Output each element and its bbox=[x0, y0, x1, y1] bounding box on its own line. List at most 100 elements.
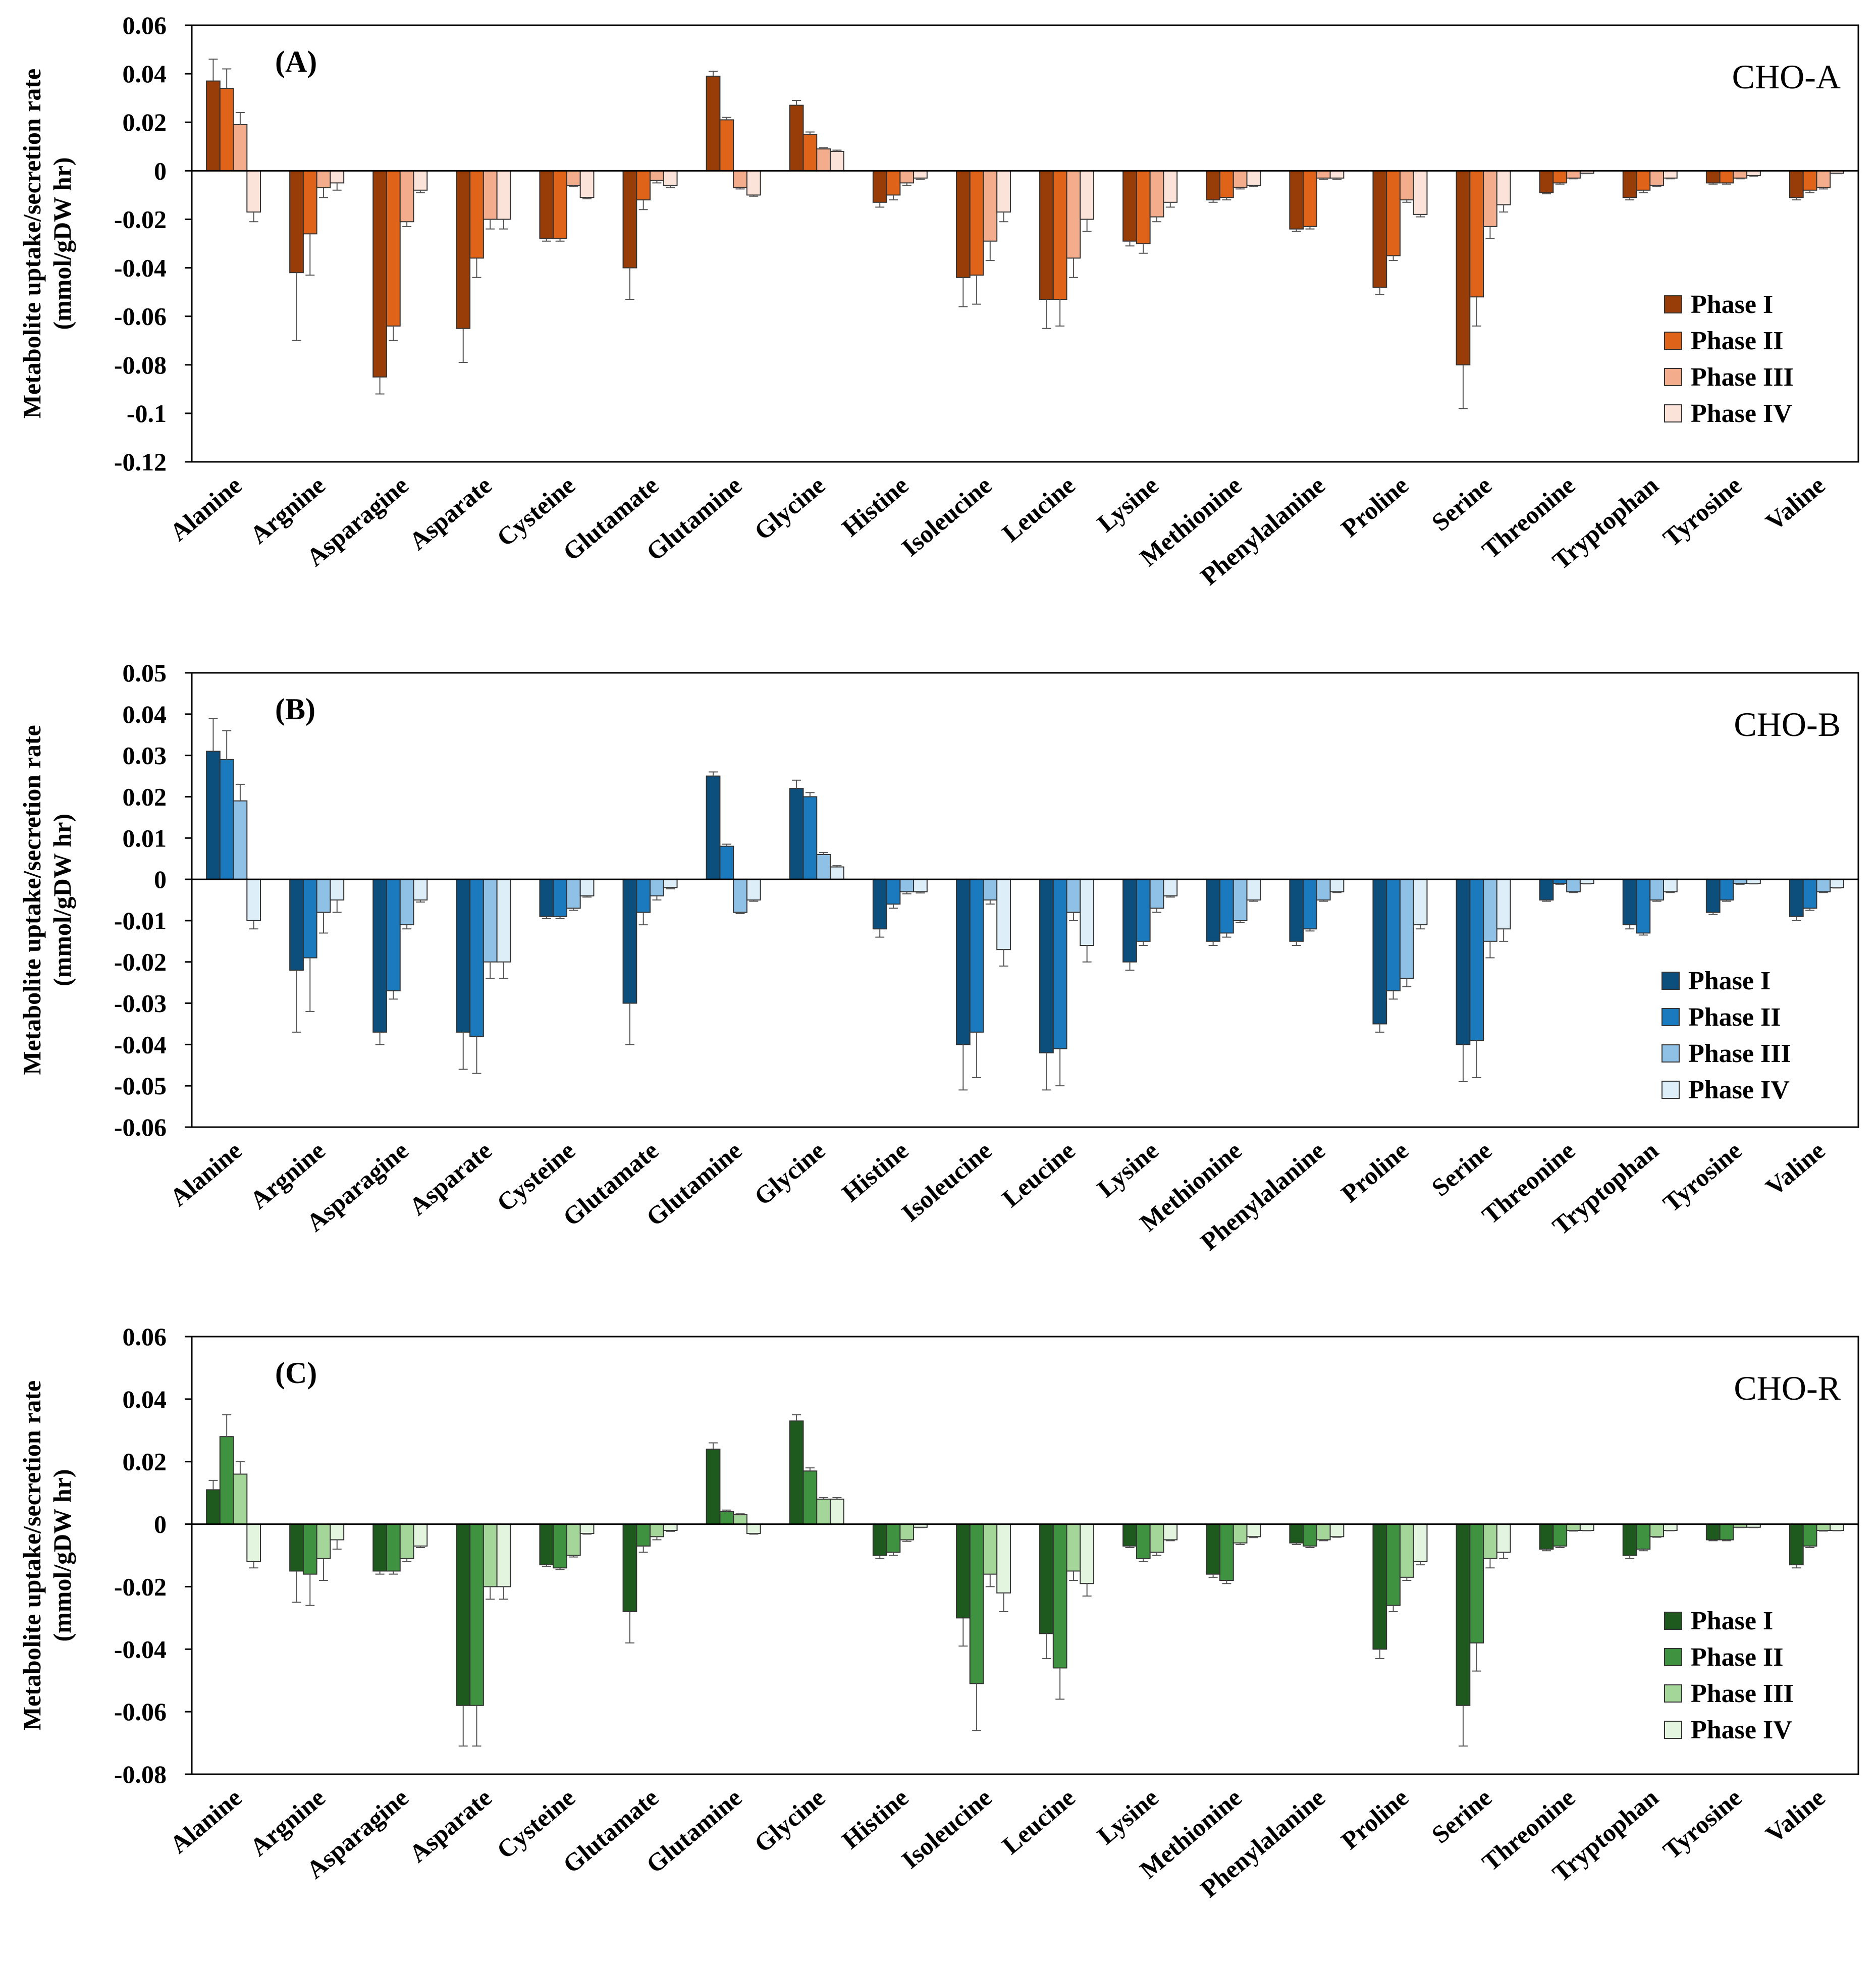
bar bbox=[1122, 170, 1137, 242]
bar bbox=[1622, 879, 1637, 926]
legend-label: Phase I bbox=[1691, 1607, 1773, 1635]
bar bbox=[746, 1523, 761, 1534]
bar bbox=[330, 1523, 345, 1541]
legend-swatch bbox=[1664, 1612, 1682, 1630]
bar bbox=[1329, 1523, 1345, 1537]
bar bbox=[413, 1523, 428, 1547]
plot-frame bbox=[191, 672, 1859, 1128]
legend: Phase I Phase II Phase III Phase IV bbox=[1661, 967, 1791, 1104]
bar bbox=[496, 1523, 511, 1587]
bar bbox=[246, 879, 261, 921]
bar bbox=[413, 170, 428, 191]
y-axis-label-line2: (mmol/gDW hr) bbox=[48, 1469, 76, 1641]
legend-swatch bbox=[1664, 404, 1682, 422]
bar bbox=[1399, 170, 1414, 201]
bar bbox=[829, 1499, 844, 1525]
bar bbox=[1219, 1523, 1234, 1581]
bar bbox=[1039, 170, 1054, 300]
legend-label: Phase IV bbox=[1691, 1716, 1792, 1744]
bar bbox=[469, 1523, 484, 1706]
bar bbox=[969, 1523, 984, 1684]
plot-frame bbox=[191, 1336, 1859, 1775]
legend-label: Phase II bbox=[1691, 327, 1783, 355]
bar bbox=[733, 1514, 747, 1525]
bar bbox=[469, 170, 484, 259]
bar bbox=[1316, 170, 1331, 179]
bar bbox=[1163, 879, 1178, 896]
bar bbox=[483, 1523, 498, 1587]
y-tick-label: -0.02 bbox=[114, 1572, 167, 1601]
bar bbox=[246, 1523, 261, 1562]
bar bbox=[1663, 879, 1678, 892]
bar bbox=[1413, 170, 1428, 215]
legend-swatch bbox=[1664, 1684, 1682, 1703]
bar bbox=[983, 879, 998, 901]
panel-title: CHO-A bbox=[1732, 58, 1841, 96]
bar bbox=[579, 170, 595, 198]
bar bbox=[1816, 170, 1831, 188]
bar bbox=[1289, 1523, 1304, 1544]
legend: Phase I Phase II Phase III Phase IV bbox=[1664, 1607, 1794, 1744]
bar bbox=[330, 879, 345, 901]
bar bbox=[1539, 1523, 1554, 1550]
bar bbox=[1566, 1523, 1581, 1531]
bar bbox=[233, 124, 248, 172]
bar bbox=[1816, 879, 1831, 892]
bar bbox=[483, 170, 498, 220]
bar bbox=[816, 1499, 831, 1525]
bar bbox=[386, 170, 401, 327]
bar bbox=[913, 879, 928, 892]
y-tick-label: 0 bbox=[154, 1510, 167, 1538]
bar bbox=[372, 170, 388, 378]
bar bbox=[1080, 879, 1095, 946]
bar bbox=[1636, 170, 1651, 191]
y-tick-label: -0.06 bbox=[114, 1113, 167, 1141]
legend-swatch bbox=[1661, 1008, 1680, 1026]
bar bbox=[636, 1523, 651, 1547]
plot-frame bbox=[191, 24, 1859, 463]
y-tick-label: 0 bbox=[154, 156, 167, 185]
bar bbox=[1719, 879, 1734, 901]
bar bbox=[1136, 170, 1151, 244]
bar bbox=[899, 170, 915, 184]
legend-label: Phase IV bbox=[1691, 399, 1792, 428]
bar bbox=[1219, 879, 1234, 934]
bar bbox=[1066, 1523, 1081, 1572]
bar bbox=[302, 879, 317, 959]
bar bbox=[1066, 879, 1081, 913]
bar bbox=[1316, 1523, 1331, 1541]
y-tick-label: 0.02 bbox=[123, 1448, 167, 1476]
bar bbox=[1413, 1523, 1428, 1562]
bar bbox=[1830, 1523, 1844, 1531]
bar bbox=[456, 1523, 471, 1706]
bar bbox=[1246, 170, 1261, 186]
y-tick-label: -0.1 bbox=[127, 399, 167, 428]
bar bbox=[1663, 1523, 1678, 1531]
legend-swatch bbox=[1664, 332, 1682, 350]
bar bbox=[1149, 879, 1164, 909]
bar bbox=[316, 1523, 331, 1559]
bar bbox=[955, 879, 971, 1045]
y-tick-label: -0.04 bbox=[114, 1030, 167, 1058]
bar bbox=[1413, 879, 1428, 926]
bar bbox=[1733, 170, 1748, 179]
bar bbox=[746, 170, 761, 196]
bar bbox=[399, 170, 414, 223]
bar bbox=[1816, 1523, 1831, 1531]
bar bbox=[913, 170, 928, 179]
bar bbox=[1399, 1523, 1414, 1578]
bar bbox=[1289, 170, 1304, 230]
bar bbox=[1232, 1523, 1248, 1544]
bar bbox=[1705, 170, 1721, 184]
bar bbox=[1122, 879, 1137, 963]
bar bbox=[1080, 1523, 1095, 1584]
bar bbox=[246, 170, 261, 213]
bar bbox=[789, 1420, 804, 1525]
bar bbox=[1649, 170, 1664, 186]
bar bbox=[1149, 1523, 1164, 1553]
bar bbox=[1329, 170, 1345, 179]
bar bbox=[899, 1523, 915, 1541]
bar bbox=[636, 879, 651, 913]
bar bbox=[1246, 1523, 1261, 1537]
y-tick-label: 0.04 bbox=[123, 1385, 167, 1413]
